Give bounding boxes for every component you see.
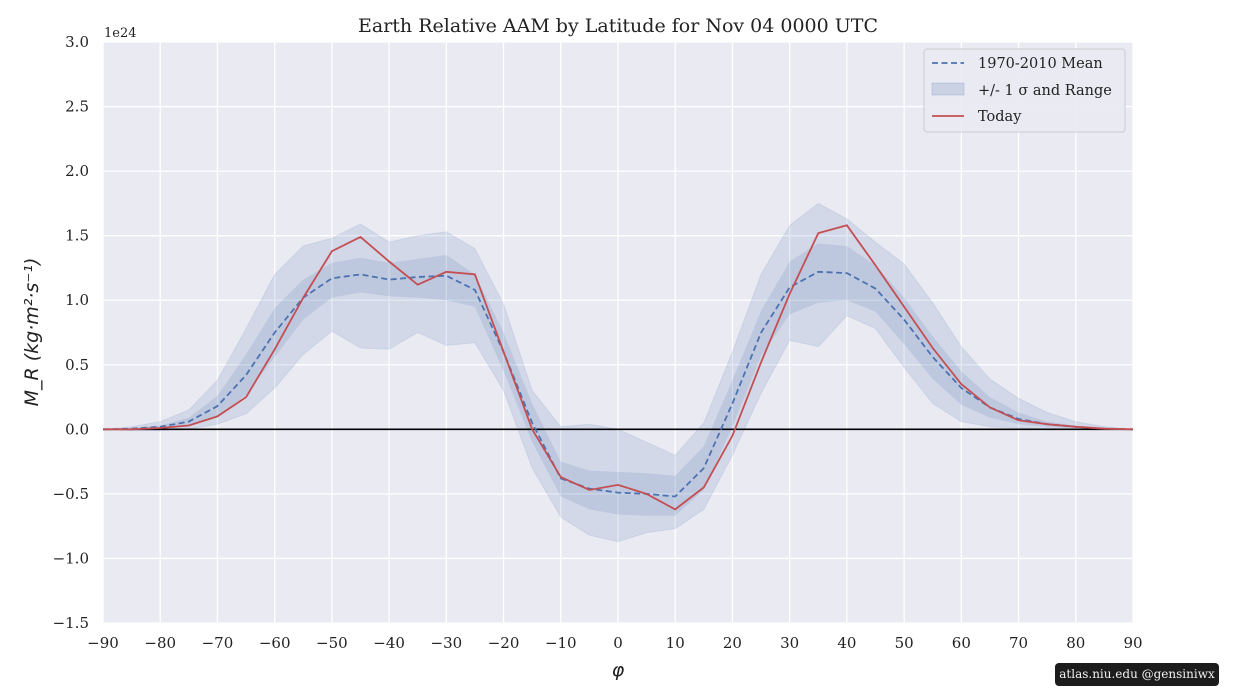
legend: 1970-2010 Mean +/- 1 σ and Range Today: [923, 48, 1126, 133]
watermark-badge: atlas.niu.edu @gensiniwx: [1055, 663, 1219, 686]
y-tick-label: −1.0: [53, 549, 89, 567]
x-tick-label: −80: [144, 634, 176, 652]
x-tick-label: −50: [316, 634, 348, 652]
y-tick-label: 2.5: [65, 98, 89, 116]
x-tick-label: 70: [1009, 634, 1028, 652]
x-tick-label: 90: [1123, 634, 1142, 652]
y-offset-label: 1e24: [104, 26, 137, 41]
legend-mean-label: 1970-2010 Mean: [978, 56, 1103, 72]
y-tick-label: 1.5: [65, 227, 89, 245]
x-tick-label: −10: [545, 634, 577, 652]
x-tick-label: 80: [1066, 634, 1085, 652]
x-tick-label: 0: [613, 634, 623, 652]
legend-band-swatch: [931, 82, 965, 96]
y-tick-labels: −1.5 −1.0 −0.5 0.0 0.5 1.0 1.5 2.0 2.5 3.0: [53, 33, 89, 632]
y-axis-label: M_R (kg·m²·s⁻¹): [21, 258, 43, 407]
x-tick-label: 30: [780, 634, 799, 652]
x-tick-label: 40: [837, 634, 856, 652]
x-tick-label: 50: [895, 634, 914, 652]
x-tick-label: −60: [259, 634, 291, 652]
x-tick-label: −20: [488, 634, 520, 652]
y-tick-label: 0.0: [65, 420, 89, 438]
y-tick-label: 3.0: [65, 33, 89, 51]
legend-today-label: Today: [978, 109, 1022, 125]
grid: [102, 41, 1134, 624]
series-line-today: [103, 224, 1134, 511]
y-tick-label: −0.5: [53, 485, 89, 503]
y-tick-label: 0.5: [65, 356, 89, 374]
y-tick-label: −1.5: [53, 614, 89, 632]
y-tick-label: 2.0: [65, 162, 89, 180]
y-tick-label: 1.0: [65, 291, 89, 309]
x-tick-label: −70: [202, 634, 234, 652]
x-tick-label: −90: [87, 634, 119, 652]
legend-band-label: +/- 1 σ and Range: [978, 83, 1112, 99]
chart-title: Earth Relative AAM by Latitude for Nov 0…: [358, 15, 878, 37]
legend-box: [923, 48, 1126, 133]
x-tick-label: 20: [723, 634, 742, 652]
x-tick-label: 60: [952, 634, 971, 652]
x-tick-label: −40: [373, 634, 405, 652]
series-line-mean: [102, 270, 1134, 498]
std-band: [103, 243, 1133, 516]
x-tick-label: 10: [666, 634, 685, 652]
x-axis-label: φ: [612, 659, 625, 681]
x-tick-label: −30: [431, 634, 463, 652]
x-tick-labels: −90 −80 −70 −60 −50 −40 −30 −20 −10 0 10 20 30 40 50 60…: [87, 634, 1142, 652]
